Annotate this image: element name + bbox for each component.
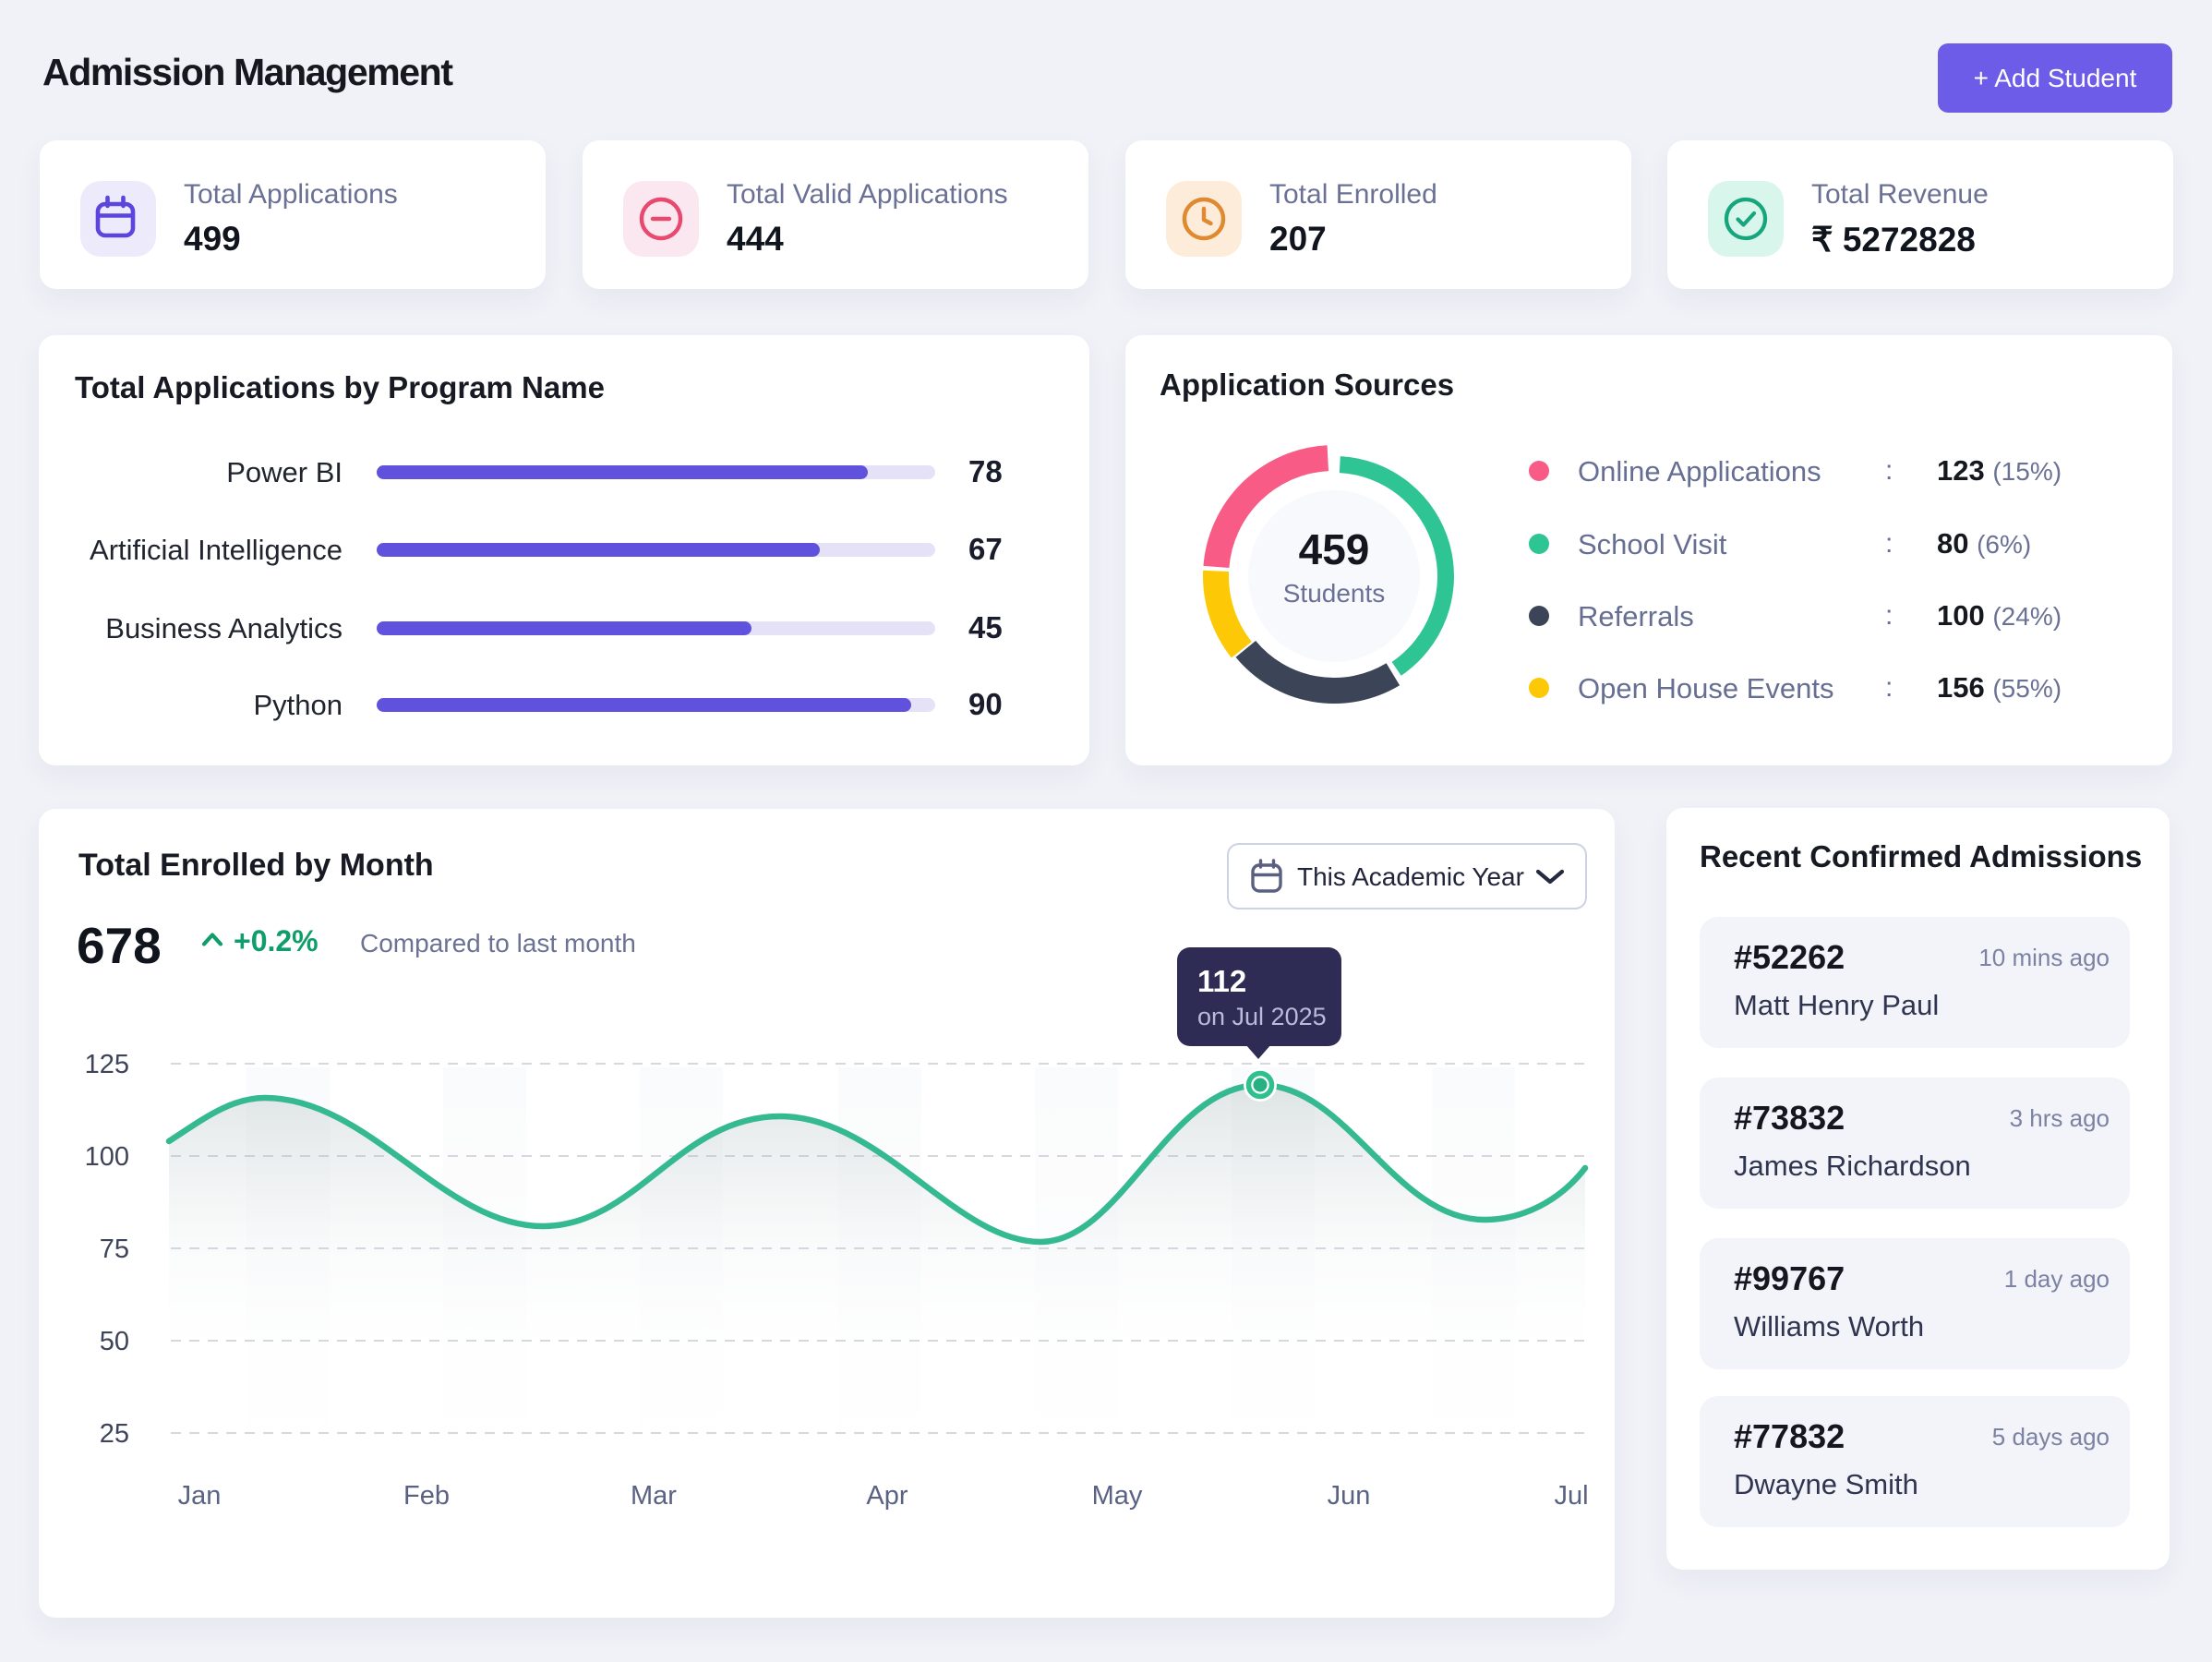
svg-text:100: 100: [85, 1142, 129, 1172]
svg-text:125: 125: [85, 1050, 129, 1079]
svg-text:50: 50: [100, 1327, 129, 1356]
svg-text:Feb: Feb: [403, 1481, 450, 1511]
svg-text:Jan: Jan: [178, 1481, 222, 1511]
svg-text:25: 25: [100, 1419, 129, 1449]
svg-text:Jul: Jul: [1554, 1481, 1588, 1511]
svg-text:Apr: Apr: [866, 1481, 908, 1511]
svg-text:75: 75: [100, 1234, 129, 1264]
svg-text:Mar: Mar: [631, 1481, 677, 1511]
svg-text:459: 459: [1299, 525, 1370, 573]
svg-text:Students: Students: [1283, 579, 1386, 608]
svg-text:Jun: Jun: [1328, 1481, 1371, 1511]
svg-text:May: May: [1092, 1481, 1143, 1511]
